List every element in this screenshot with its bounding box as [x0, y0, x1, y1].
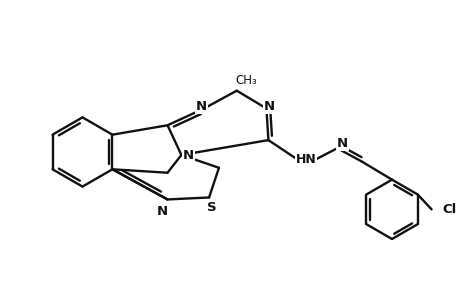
Text: N: N — [182, 149, 193, 162]
Text: N: N — [157, 205, 168, 218]
Text: N: N — [336, 136, 347, 150]
Text: CH₃: CH₃ — [235, 74, 257, 87]
Text: N: N — [263, 100, 274, 113]
Text: Cl: Cl — [442, 203, 456, 216]
Text: HN: HN — [295, 153, 316, 167]
Text: S: S — [207, 201, 216, 214]
Text: N: N — [195, 100, 206, 113]
